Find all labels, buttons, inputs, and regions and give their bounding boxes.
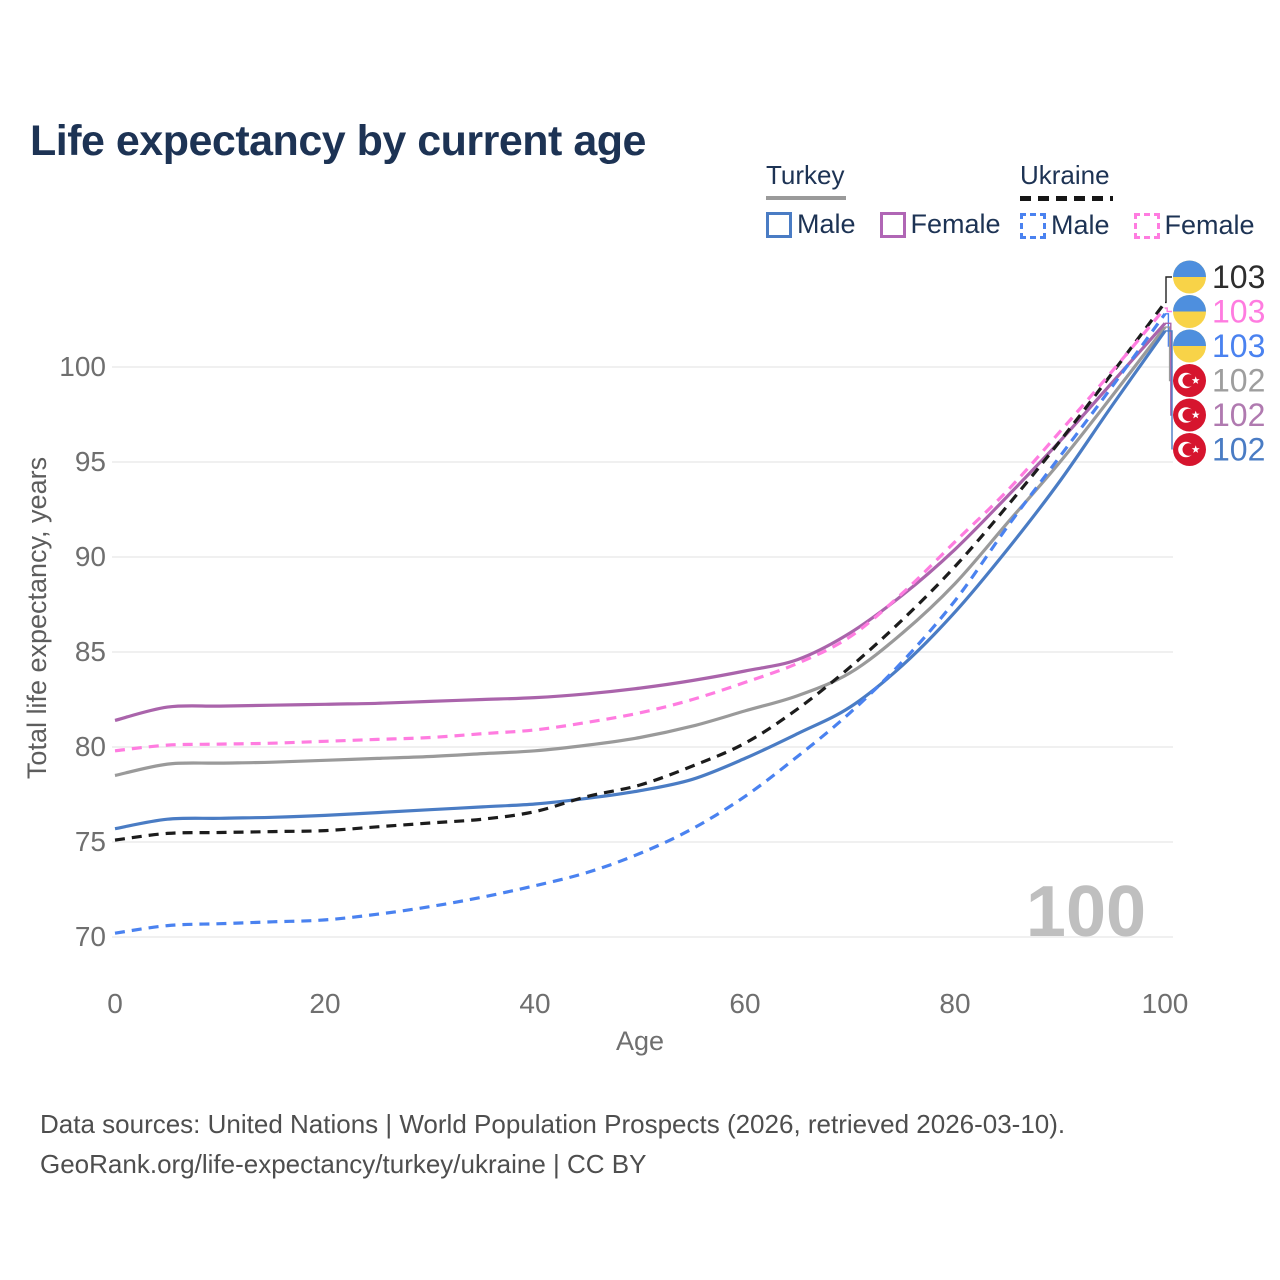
- star-icon: [1191, 410, 1200, 419]
- watermark-age-100: 100: [1026, 872, 1146, 952]
- legend-item-ukraine-male[interactable]: Male: [1020, 210, 1110, 241]
- series-end-value-uk_both: 103: [1212, 259, 1265, 295]
- series-end-value-uk_female: 103: [1212, 294, 1265, 330]
- legend-country-label-ukraine: Ukraine: [1020, 160, 1110, 190]
- footer-data-sources: Data sources: United Nations | World Pop…: [40, 1109, 1066, 1139]
- crescent-inner: [1182, 443, 1195, 456]
- x-axis-title: Age: [616, 1026, 664, 1056]
- y-tick-label: 70: [75, 921, 106, 952]
- legend-item-turkey-female[interactable]: Female: [879, 209, 1001, 240]
- y-tick-label: 100: [59, 351, 106, 382]
- turkey-male-swatch-icon: [766, 211, 792, 238]
- ukraine-male-swatch-icon: [1020, 212, 1046, 239]
- x-tick-label: 60: [729, 988, 760, 1019]
- turkey-female-swatch-icon: [879, 211, 906, 238]
- y-tick-label: 80: [75, 731, 106, 762]
- flag-upper-half: [1173, 329, 1206, 346]
- y-tick-label: 75: [75, 826, 106, 857]
- x-tick-label: 40: [519, 988, 550, 1019]
- series-end-value-tr_female: 102: [1212, 397, 1265, 433]
- crescent-inner: [1182, 408, 1195, 422]
- flag-upper-half: [1173, 260, 1206, 277]
- turkey-flag-icon: [1173, 398, 1206, 432]
- end-label-leader-line: [1165, 276, 1172, 304]
- series-line-tr_male[interactable]: [114, 329, 1167, 831]
- ukraine-flag-icon: [1173, 329, 1206, 363]
- turkey-flag-icon: [1173, 364, 1206, 397]
- series-line-tr_both[interactable]: [114, 326, 1167, 778]
- legend-item-ukraine-female[interactable]: Female: [1133, 210, 1255, 241]
- series-line-tr_female[interactable]: [114, 322, 1167, 722]
- turkey-solid-line-swatch-icon: [766, 196, 846, 200]
- legend-country-ukraine[interactable]: Ukraine: [1020, 160, 1255, 201]
- y-tick-label: 95: [75, 446, 106, 477]
- x-tick-label: 80: [939, 988, 970, 1019]
- star-icon: [1191, 376, 1200, 384]
- y-axis-title: Total life expectancy, years: [22, 457, 52, 779]
- ukraine-dashed-line-swatch-icon: [1020, 196, 1113, 201]
- turkey-flag-icon: [1173, 433, 1206, 466]
- ukraine-female-swatch-icon: [1133, 212, 1160, 239]
- page-title: Life expectancy by current age: [30, 116, 646, 165]
- legend-group-ukraine: Ukraine Male Female: [1020, 160, 1255, 241]
- x-tick-label: 20: [309, 988, 340, 1019]
- end-label-leader-line: [1165, 330, 1173, 450]
- series-end-value-tr_male: 102: [1212, 432, 1265, 468]
- series-line-uk_both[interactable]: [114, 301, 1167, 842]
- legend-label-turkey-male: Male: [797, 209, 856, 239]
- series-line-uk_male[interactable]: [114, 312, 1167, 935]
- star-icon: [1191, 445, 1200, 453]
- flag-upper-half: [1173, 295, 1206, 312]
- legend-group-turkey: Turkey Male Female: [766, 160, 1001, 240]
- footer: Data sources: United Nations | World Pop…: [40, 1104, 1065, 1184]
- legend-label-ukraine-female: Female: [1164, 210, 1255, 240]
- legend-label-ukraine-male: Male: [1051, 210, 1110, 240]
- footer-attribution: GeoRank.org/life-expectancy/turkey/ukrai…: [40, 1149, 647, 1179]
- x-tick-label: 0: [107, 988, 123, 1019]
- ukraine-flag-icon: [1173, 260, 1206, 294]
- end-label-leader-line: [1165, 307, 1172, 313]
- crescent-inner: [1182, 374, 1195, 387]
- ukraine-flag-icon: [1173, 295, 1206, 328]
- legend-country-label-turkey: Turkey: [766, 160, 845, 190]
- x-tick-label: 100: [1142, 988, 1189, 1019]
- y-tick-label: 90: [75, 541, 106, 572]
- series-end-value-tr_both: 102: [1212, 363, 1265, 399]
- legend-country-turkey[interactable]: Turkey: [766, 160, 1001, 200]
- series-end-value-uk_male: 103: [1212, 328, 1265, 364]
- series-line-uk_female[interactable]: [114, 307, 1167, 753]
- legend-label-turkey-female: Female: [910, 209, 1001, 239]
- y-tick-label: 85: [75, 636, 106, 667]
- legend-item-turkey-male[interactable]: Male: [766, 209, 856, 240]
